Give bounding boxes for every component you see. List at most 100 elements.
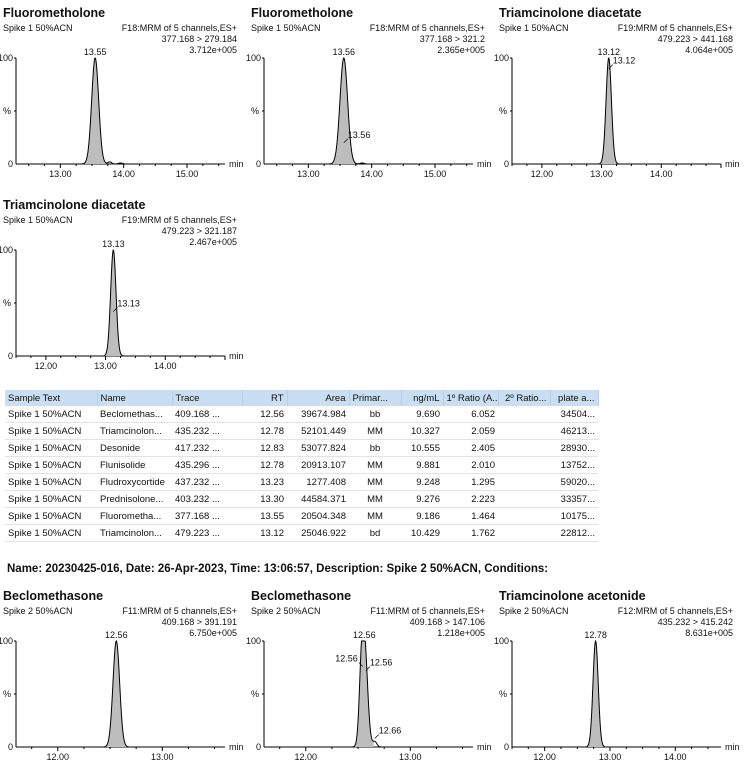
signal-trace bbox=[16, 57, 225, 165]
table-cell: 20913.107 bbox=[287, 456, 349, 474]
table-cell bbox=[498, 456, 550, 474]
table-cell: Prednisolone... bbox=[97, 490, 172, 508]
chart-title: Beclomethasone bbox=[251, 589, 352, 603]
sample-label: Spike 1 50%ACN bbox=[251, 23, 321, 33]
peak-label: 12.56 bbox=[335, 653, 358, 663]
trace-info: F19:MRM of 5 channels,ES+ 479.223 > 321.1… bbox=[122, 215, 237, 248]
x-tick-label: 14.00 bbox=[154, 361, 177, 371]
signal-trace bbox=[512, 57, 721, 165]
y-axis-label: % bbox=[499, 106, 507, 116]
chart-title: Triamcinolone diacetate bbox=[3, 198, 146, 212]
x-tick-label: 13.00 bbox=[399, 752, 422, 762]
peak-label-leader bbox=[343, 138, 349, 144]
table-cell: bd bbox=[349, 524, 401, 542]
table-row[interactable]: Spike 1 50%ACN Beclomethas... 409.168 ... 1… bbox=[5, 406, 598, 423]
table-cell: 2.223 bbox=[443, 490, 498, 508]
table-cell: Triamcinolon... bbox=[97, 524, 172, 542]
table-column-header[interactable]: plate a... bbox=[550, 390, 599, 406]
table-cell: 435.232 ... bbox=[172, 422, 242, 440]
trace-intensity: 6.750e+005 bbox=[189, 628, 237, 638]
trace-info: F11:MRM of 5 channels,ES+ 409.168 > 147.1… bbox=[370, 606, 485, 639]
table-row[interactable]: Spike 1 50%ACN Triamcinolon... 479.223 ...… bbox=[5, 524, 598, 542]
table-header-row: Sample Text Name Trace RT Area Primar... ng/mL… bbox=[5, 390, 599, 406]
table-column-header[interactable]: 2º Ratio... bbox=[498, 390, 551, 406]
table-row[interactable]: Spike 1 50%ACN Fluorometha... 377.168 ... 1… bbox=[5, 507, 598, 525]
table-column-header[interactable]: ng/mL bbox=[401, 390, 444, 406]
table-cell: Fluorometha... bbox=[97, 507, 172, 525]
x-tick-label: 15.00 bbox=[424, 169, 447, 179]
table-cell: Triamcinolon... bbox=[97, 422, 172, 440]
table-column-header[interactable]: Primar... bbox=[349, 390, 402, 406]
peak-label: 13.56 bbox=[333, 47, 356, 57]
table-row[interactable]: Spike 1 50%ACN Fludroxycortide 437.232 ...… bbox=[5, 473, 598, 491]
table-column-header[interactable]: 1º Ratio (A... bbox=[443, 390, 499, 406]
x-tick-label: 13.00 bbox=[599, 752, 622, 762]
table-column-header[interactable]: Sample Text bbox=[5, 390, 98, 406]
x-tick-label: 12.00 bbox=[35, 361, 58, 371]
y-tick-label: 100 bbox=[246, 53, 261, 63]
peak-label: 12.56 bbox=[105, 630, 128, 640]
trace-info: F19:MRM of 5 channels,ES+ 479.223 > 441.1… bbox=[618, 23, 733, 56]
table-row[interactable]: Spike 1 50%ACN Prednisolone... 403.232 ...… bbox=[5, 490, 598, 508]
x-axis-label: min bbox=[229, 159, 244, 169]
chromatogram-panel: Beclomethasone Spike 2 50%ACN F11:MRM of 5… bbox=[0, 587, 245, 762]
chromatogram-plot: 100 0% 12.00 13.00 min 12.56 12.56 12.56 12.66 bbox=[246, 630, 492, 762]
table-cell: 9.276 bbox=[401, 490, 443, 508]
table-cell: Desonide bbox=[97, 439, 172, 457]
table-cell: 10.327 bbox=[401, 422, 443, 440]
table-cell: Spike 1 50%ACN bbox=[5, 439, 97, 457]
table-cell: 10.429 bbox=[401, 524, 443, 542]
x-axis-label: min bbox=[725, 742, 740, 752]
table-column-header[interactable]: Area bbox=[287, 390, 350, 406]
trace-intensity: 2.365e+005 bbox=[437, 45, 485, 55]
sample-label: Spike 1 50%ACN bbox=[3, 215, 73, 225]
table-cell: 33357... bbox=[550, 490, 598, 508]
peak-area-fill bbox=[106, 641, 127, 747]
table-cell: 409.168 ... bbox=[172, 406, 242, 423]
table-cell bbox=[498, 406, 550, 423]
y-tick-label: 0 bbox=[8, 351, 13, 361]
table-cell: 20504.348 bbox=[287, 507, 349, 525]
results-table: Sample Text Name Trace RT Area Primar... ng/mL… bbox=[5, 390, 599, 542]
chart-title: Triamcinolone diacetate bbox=[499, 6, 642, 20]
table-cell: Fludroxycortide bbox=[97, 473, 172, 491]
trace-info: F11:MRM of 5 channels,ES+ 409.168 > 391.1… bbox=[122, 606, 237, 639]
x-axis-label: min bbox=[725, 159, 740, 169]
table-cell: 12.78 bbox=[242, 456, 287, 474]
signal-trace bbox=[512, 639, 721, 748]
chromatogram-plot: 100 0% 12.00 13.00 14.00 min 12.78 bbox=[494, 630, 740, 762]
x-axis-label: min bbox=[477, 159, 492, 169]
sample-label: Spike 1 50%ACN bbox=[499, 23, 569, 33]
table-cell: 13752... bbox=[550, 456, 598, 474]
sample-label: Spike 2 50%ACN bbox=[251, 606, 321, 616]
table-cell: 10175... bbox=[550, 507, 598, 525]
x-tick-label: 14.00 bbox=[112, 169, 135, 179]
trace-transition: 435.232 > 415.242 bbox=[657, 617, 733, 627]
table-column-header[interactable]: Name bbox=[97, 390, 173, 406]
table-cell bbox=[498, 473, 550, 491]
peak-area-fill bbox=[332, 58, 356, 164]
table-cell: 12.56 bbox=[242, 406, 287, 423]
table-cell: 46213... bbox=[550, 422, 598, 440]
table-row[interactable]: Spike 1 50%ACN Triamcinolon... 435.232 ...… bbox=[5, 422, 598, 440]
table-row[interactable]: Spike 1 50%ACN Desonide 417.232 ... 12.83 53… bbox=[5, 439, 598, 457]
y-tick-label: 100 bbox=[0, 53, 13, 63]
trace-info: F18:MRM of 5 channels,ES+ 377.168 > 321.2… bbox=[370, 23, 485, 56]
chromatogram-plot: 100 0% 12.00 13.00 min 12.56 bbox=[0, 630, 244, 762]
table-column-header[interactable]: RT bbox=[242, 390, 288, 406]
y-tick-label: 100 bbox=[494, 636, 509, 646]
trace-intensity: 3.712e+005 bbox=[189, 45, 237, 55]
table-body: Spike 1 50%ACN Beclomethas... 409.168 ... 1… bbox=[5, 406, 598, 542]
x-tick-label: 14.00 bbox=[650, 169, 673, 179]
table-column-header[interactable]: Trace bbox=[172, 390, 243, 406]
peak-label-leader bbox=[374, 734, 380, 739]
signal-trace bbox=[16, 640, 225, 748]
table-cell: Flunisolide bbox=[97, 456, 172, 474]
peak-label-leader bbox=[365, 666, 371, 671]
table-cell: MM bbox=[349, 507, 401, 525]
table-cell: 34504... bbox=[550, 406, 598, 423]
chromatogram-panel: Fluorometholone Spike 1 50%ACN F18:MRM of … bbox=[0, 4, 245, 179]
table-row[interactable]: Spike 1 50%ACN Flunisolide 435.296 ... 12.7… bbox=[5, 456, 598, 474]
y-tick-label: 0 bbox=[504, 159, 509, 169]
table-cell: Spike 1 50%ACN bbox=[5, 406, 97, 423]
